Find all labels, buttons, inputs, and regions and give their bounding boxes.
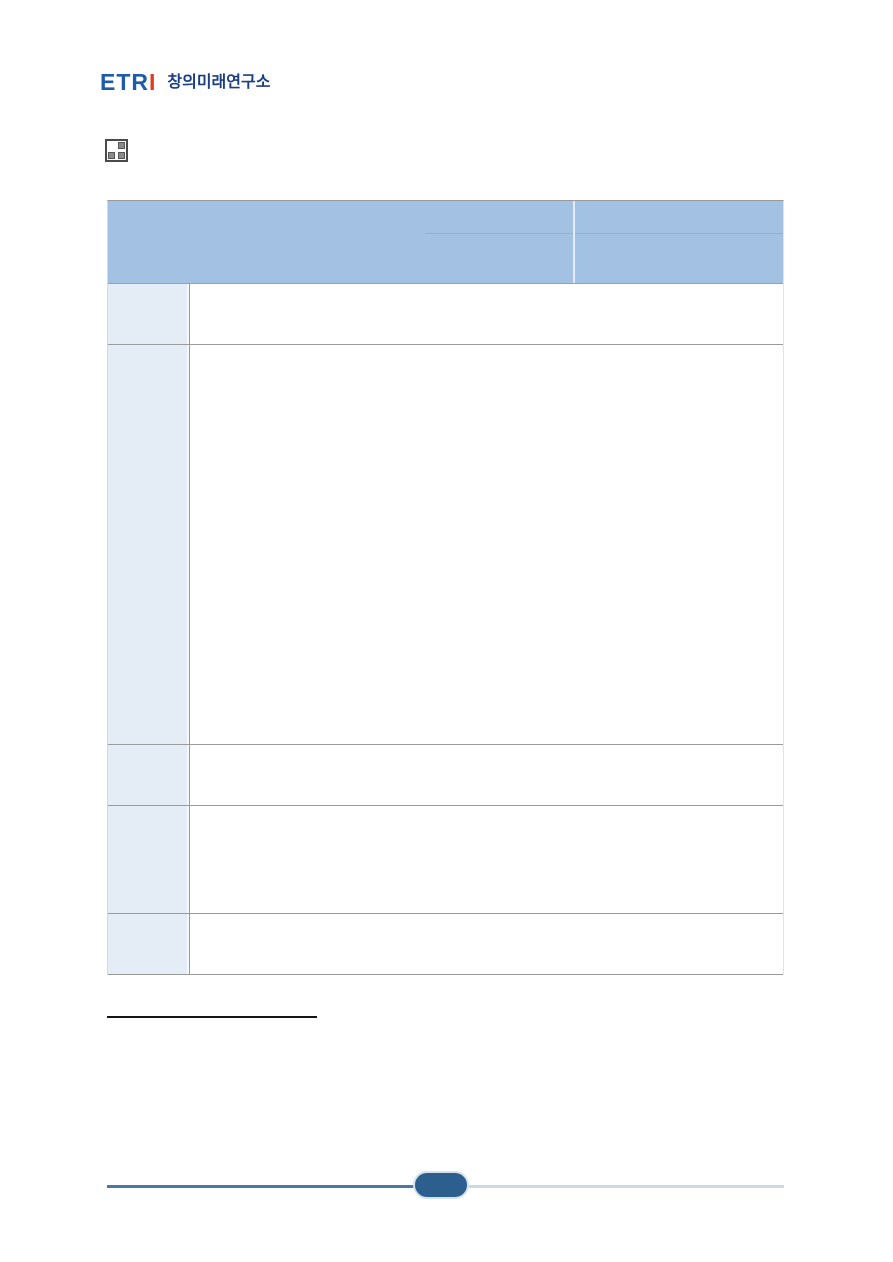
table-row	[108, 345, 783, 745]
institute-name: 창의미래연구소	[167, 73, 271, 91]
footer-rule-left	[107, 1185, 441, 1188]
row-content-cell	[190, 284, 783, 344]
table-header-horizontal-divider	[425, 233, 783, 234]
table-header	[108, 201, 783, 284]
row-label-cell	[108, 914, 190, 974]
page-number-badge	[413, 1171, 469, 1199]
brand-header: ETRI 창의미래연구소	[100, 71, 270, 94]
table-row	[108, 806, 783, 914]
etri-logo-red-letter: I	[149, 69, 157, 95]
row-label-cell	[108, 745, 190, 805]
row-label-cell	[108, 345, 190, 744]
table-row	[108, 284, 783, 345]
footer-rule-right	[441, 1185, 784, 1188]
row-content-cell	[190, 806, 783, 913]
etri-logo: ETRI	[100, 71, 156, 94]
table-row	[108, 745, 783, 806]
row-content-cell	[190, 745, 783, 805]
row-content-cell	[190, 914, 783, 974]
grid-squares-icon	[105, 139, 128, 162]
grid-square-bottom-right	[118, 152, 125, 159]
grid-square-top-right	[118, 142, 125, 149]
row-content-cell	[190, 345, 783, 744]
table-row	[108, 914, 783, 975]
table-header-vertical-divider	[573, 201, 575, 283]
row-label-cell	[108, 806, 190, 913]
row-label-cell	[108, 284, 190, 344]
etri-logo-blue-letters: ETR	[100, 69, 149, 95]
data-table	[107, 200, 784, 975]
footnote-divider	[107, 1016, 317, 1018]
grid-square-bottom-left	[108, 152, 115, 159]
